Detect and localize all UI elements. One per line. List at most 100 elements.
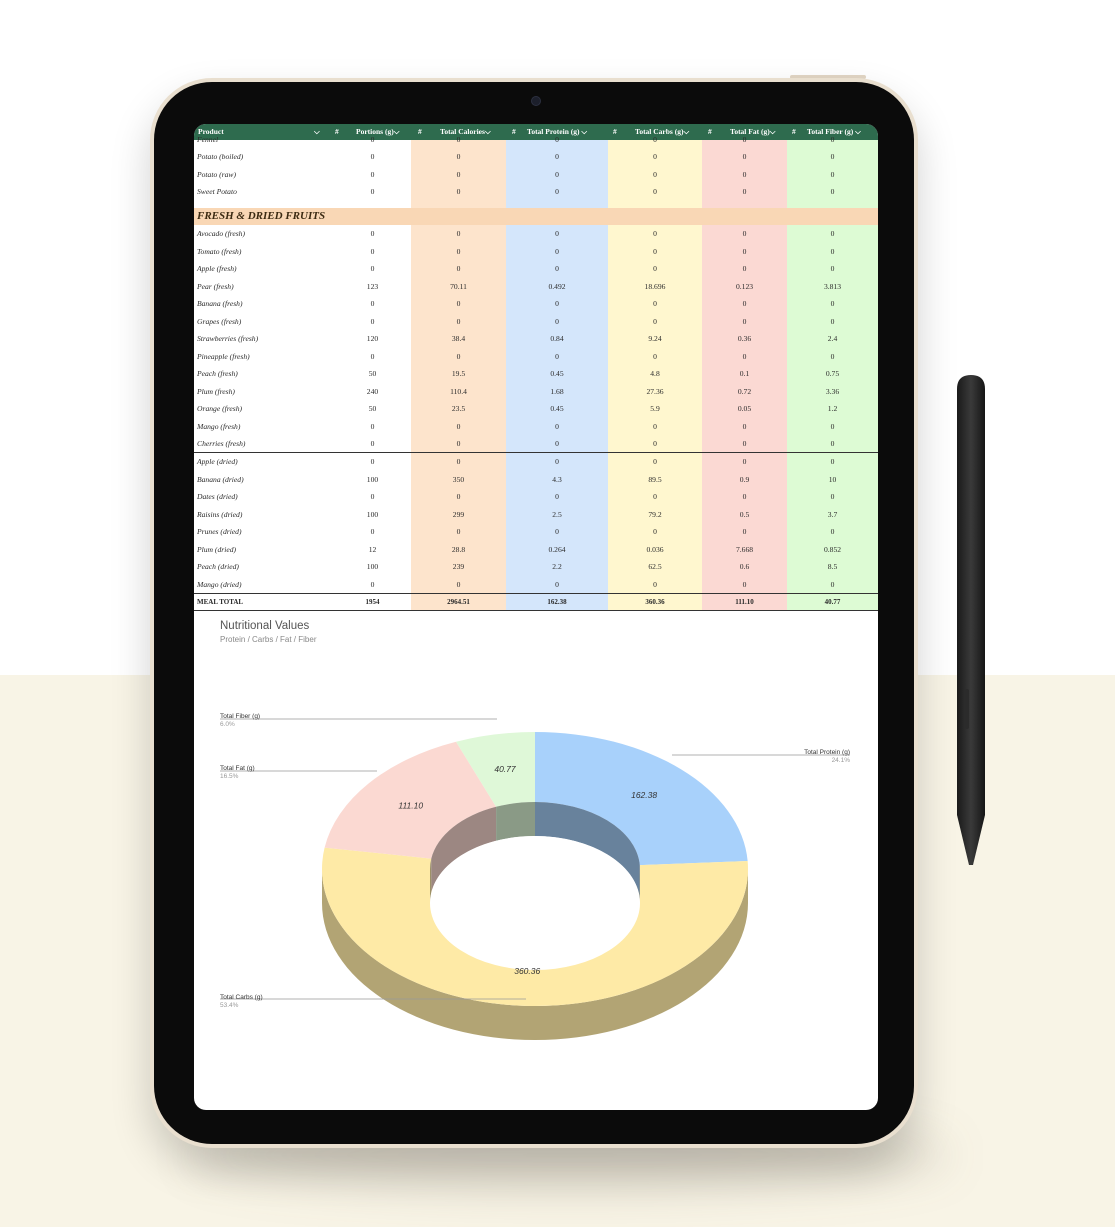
slice-total-carbs-g-[interactable] xyxy=(322,847,748,1006)
fiber-cell[interactable]: 1.2 xyxy=(827,404,838,413)
fiber-cell[interactable]: 0 xyxy=(830,152,835,162)
table-row[interactable]: Fennel 0 0 0 0 0 0 xyxy=(194,131,878,149)
protein-cell[interactable]: 0 xyxy=(555,299,559,308)
calories-cell[interactable]: 38.4 xyxy=(451,334,466,343)
calories-cell[interactable]: 0 xyxy=(456,246,461,256)
portions-cell[interactable]: 100 xyxy=(366,509,379,519)
table-row[interactable]: Raisins (dried) 100 299 2.5 79.2 0.5 3.7 xyxy=(194,506,878,524)
protein-cell[interactable]: 0 xyxy=(555,351,559,361)
fiber-cell[interactable]: 3.36 xyxy=(825,386,840,396)
fiber-cell[interactable]: 0 xyxy=(830,579,835,589)
protein-cell[interactable]: 0 xyxy=(555,492,559,501)
carbs-cell[interactable]: 0 xyxy=(653,169,657,179)
portions-cell[interactable]: 0 xyxy=(370,299,375,308)
calories-cell[interactable]: 239 xyxy=(452,562,465,571)
table-row[interactable]: Cherries (fresh) 0 0 0 0 0 0 xyxy=(194,435,878,453)
fiber-cell[interactable]: 0 xyxy=(830,229,835,238)
table-row[interactable]: Plum (dried) 12 28.8 0.264 0.036 7.668 0.852 xyxy=(194,541,878,559)
protein-cell[interactable]: 162.38 xyxy=(547,598,567,606)
calories-cell[interactable]: 19.5 xyxy=(451,369,466,378)
protein-cell[interactable]: 0 xyxy=(555,579,559,589)
calories-cell[interactable]: 23.5 xyxy=(451,404,466,413)
fiber-cell[interactable]: 0.852 xyxy=(823,544,842,554)
column-header-calories[interactable]: Total Calories⌵ xyxy=(440,127,491,136)
portions-cell[interactable]: 0 xyxy=(370,579,375,589)
column-header-product[interactable]: Product xyxy=(198,127,224,136)
fat-cell[interactable]: 0 xyxy=(742,492,747,501)
fat-cell[interactable]: 0 xyxy=(742,187,747,197)
fiber-cell[interactable]: 0 xyxy=(830,169,835,179)
carbs-cell[interactable]: 360.36 xyxy=(645,598,665,606)
protein-cell[interactable]: 0 xyxy=(555,134,559,144)
protein-cell[interactable]: 0.84 xyxy=(550,334,564,343)
calories-cell[interactable]: 0 xyxy=(456,527,461,536)
portions-cell[interactable]: 240 xyxy=(366,386,379,396)
portions-cell[interactable]: 120 xyxy=(366,334,379,343)
protein-cell[interactable]: 0.45 xyxy=(550,404,564,413)
portions-cell[interactable]: 0 xyxy=(370,492,375,501)
carbs-cell[interactable]: 27.36 xyxy=(646,386,664,396)
portions-cell[interactable]: 50 xyxy=(368,404,377,413)
slice-total-fat-g-[interactable] xyxy=(324,741,497,859)
product-name-cell[interactable]: Banana (fresh) xyxy=(197,299,243,308)
product-name-cell[interactable]: Mango (dried) xyxy=(197,579,242,589)
carbs-cell[interactable]: 0 xyxy=(653,134,657,144)
fiber-cell[interactable]: 0 xyxy=(830,134,835,144)
fiber-cell[interactable]: 0 xyxy=(830,457,835,466)
fat-cell[interactable]: 0.36 xyxy=(737,334,752,343)
table-row[interactable]: Pear (fresh) 123 70.11 0.492 18.696 0.123 3.81… xyxy=(194,278,878,296)
column-header-fiber[interactable]: Total Fiber (g) ⌵ xyxy=(807,127,861,136)
product-name-cell[interactable]: Fennel xyxy=(197,134,219,144)
product-name-cell[interactable]: MEAL TOTAL xyxy=(197,598,244,606)
fat-cell[interactable]: 0 xyxy=(742,351,747,361)
portions-cell[interactable]: 0 xyxy=(370,439,375,448)
portions-cell[interactable]: 123 xyxy=(366,281,379,291)
table-row[interactable]: Potato (raw) 0 0 0 0 0 0 xyxy=(194,166,878,184)
calories-cell[interactable]: 0 xyxy=(456,152,461,162)
protein-cell[interactable]: 0 xyxy=(555,169,559,179)
protein-cell[interactable]: 0 xyxy=(555,457,559,466)
protein-cell[interactable]: 0 xyxy=(555,316,559,326)
fiber-cell[interactable]: 3.7 xyxy=(827,509,838,519)
fiber-cell[interactable]: 0.75 xyxy=(825,369,840,378)
portions-cell[interactable]: 0 xyxy=(370,421,375,431)
fat-cell[interactable]: 0 xyxy=(742,457,747,466)
fiber-cell[interactable]: 2.4 xyxy=(827,334,838,343)
slice-total-fiber-g-[interactable] xyxy=(456,732,535,807)
calories-cell[interactable]: 0 xyxy=(456,492,461,501)
fat-cell[interactable]: 0 xyxy=(742,299,747,308)
carbs-cell[interactable]: 0 xyxy=(653,527,657,536)
protein-cell[interactable]: 0.264 xyxy=(548,544,566,554)
calories-cell[interactable]: 350 xyxy=(452,474,465,484)
product-name-cell[interactable]: Peach (dried) xyxy=(197,562,239,571)
fiber-cell[interactable]: 0 xyxy=(830,527,835,536)
product-name-cell[interactable]: Apple (fresh) xyxy=(197,264,237,273)
fiber-cell[interactable]: 3.813 xyxy=(823,281,842,291)
table-row[interactable]: Orange (fresh) 50 23.5 0.45 5.9 0.05 1.2 xyxy=(194,400,878,418)
carbs-cell[interactable]: 0 xyxy=(653,187,657,197)
portions-cell[interactable]: 0 xyxy=(370,351,375,361)
protein-cell[interactable]: 2.5 xyxy=(552,509,562,519)
portions-cell[interactable]: 100 xyxy=(366,562,379,571)
carbs-cell[interactable]: 9.24 xyxy=(648,334,662,343)
product-name-cell[interactable]: Banana (dried) xyxy=(197,474,244,484)
portions-cell[interactable]: 1954 xyxy=(365,598,380,606)
portions-cell[interactable]: 0 xyxy=(370,527,375,536)
carbs-cell[interactable]: 0 xyxy=(653,299,657,308)
calories-cell[interactable]: 28.8 xyxy=(451,544,466,554)
protein-cell[interactable]: 0 xyxy=(555,229,559,238)
product-name-cell[interactable]: Grapes (fresh) xyxy=(197,316,242,326)
carbs-cell[interactable]: 0 xyxy=(653,579,657,589)
portions-cell[interactable]: 0 xyxy=(370,187,375,197)
protein-cell[interactable]: 0 xyxy=(555,527,559,536)
table-row[interactable]: Avocado (fresh) 0 0 0 0 0 0 xyxy=(194,225,878,243)
product-name-cell[interactable]: Dates (dried) xyxy=(197,492,238,501)
fiber-cell[interactable]: 0 xyxy=(830,299,835,308)
table-row[interactable]: Apple (dried) 0 0 0 0 0 0 xyxy=(194,453,878,471)
column-header-portions[interactable]: Portions (g)⌵ xyxy=(356,127,400,136)
carbs-cell[interactable]: 5.9 xyxy=(650,404,660,413)
carbs-cell[interactable]: 0.036 xyxy=(646,544,664,554)
table-row[interactable]: Banana (fresh) 0 0 0 0 0 0 xyxy=(194,295,878,313)
carbs-cell[interactable]: 4.8 xyxy=(650,369,660,378)
table-row[interactable]: Peach (fresh) 50 19.5 0.45 4.8 0.1 0.75 xyxy=(194,365,878,383)
